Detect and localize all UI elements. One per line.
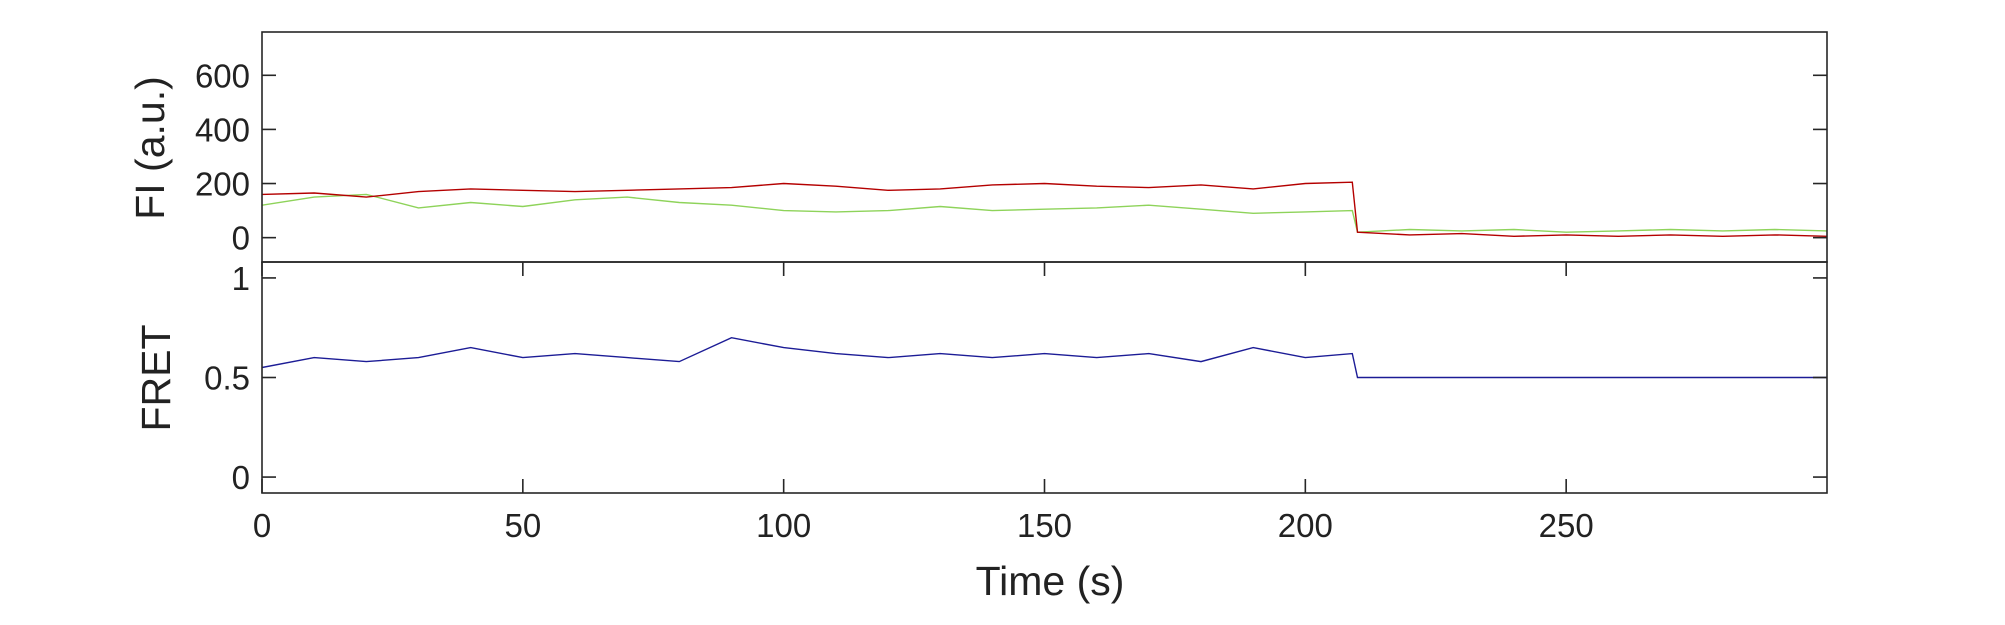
fluorescence-axes-frame — [261, 31, 1828, 263]
x-axis-label: Time (s) — [976, 558, 1125, 604]
x-tick-label: 200 — [1278, 507, 1333, 544]
x-tick-label: 50 — [504, 507, 541, 544]
fluorescence-y-axis-label: FI (a.u.) — [127, 76, 173, 220]
x-tick-label: 100 — [756, 507, 811, 544]
fluorescence-y-tick-label: 400 — [195, 111, 250, 148]
fret-series-line-0 — [262, 336, 1827, 379]
x-tick-label: 150 — [1017, 507, 1072, 544]
x-tick-label: 0 — [253, 507, 271, 544]
fluorescence-series-line-1 — [262, 181, 1827, 238]
fret-y-tick-label: 0.5 — [204, 360, 250, 397]
fluorescence-y-tick-label: 0 — [232, 220, 250, 257]
fluorescence-y-tick-label: 200 — [195, 166, 250, 203]
x-tick-label: 250 — [1539, 507, 1594, 544]
tick-layer — [261, 74, 1827, 493]
fret-y-tick-label: 1 — [232, 260, 250, 297]
series-layer — [262, 181, 1827, 379]
fluorescence-y-tick-label: 600 — [195, 57, 250, 94]
fret-y-tick-label: 0 — [232, 459, 250, 496]
fluorescence-series-line-0 — [262, 193, 1827, 233]
fret-y-axis-label: FRET — [133, 324, 179, 431]
